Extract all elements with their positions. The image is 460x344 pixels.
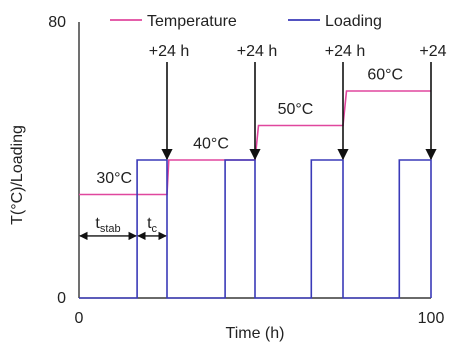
- interval-arrow-label: +24 h: [237, 43, 277, 60]
- temperature-label: 30°C: [96, 170, 132, 187]
- interval-label: tc: [147, 215, 157, 235]
- series-line-loading: [79, 159, 432, 299]
- interval-arrow-label: +24 h: [325, 43, 365, 60]
- temperature-label: 50°C: [278, 101, 314, 118]
- interval-label: tstab: [95, 215, 120, 235]
- x-tick-label: 100: [418, 310, 445, 327]
- legend-label: Loading: [325, 13, 382, 30]
- x-axis-label: Time (h): [226, 325, 285, 342]
- interval-arrow-label: +24 h: [149, 43, 189, 60]
- y-tick-label: 80: [48, 14, 66, 31]
- interval-label-subscript: c: [152, 223, 158, 235]
- y-tick-label: 0: [57, 290, 66, 307]
- temperature-label: 40°C: [193, 135, 229, 152]
- y-axis-label: T(°C)/Loading: [9, 125, 26, 225]
- interval-arrow-label: +24: [419, 43, 446, 60]
- legend-label: Temperature: [147, 13, 237, 30]
- x-tick-label: 0: [75, 310, 84, 327]
- interval-label-subscript: stab: [100, 223, 121, 235]
- temperature-label: 60°C: [367, 66, 403, 83]
